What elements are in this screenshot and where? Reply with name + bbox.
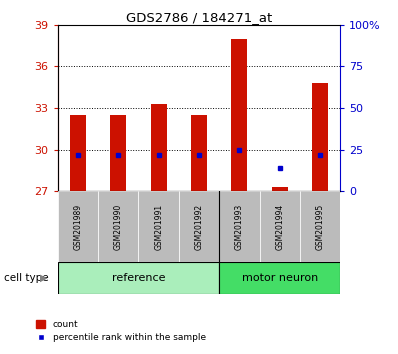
Text: GSM201990: GSM201990 [114,204,123,250]
Legend: count, percentile rank within the sample: count, percentile rank within the sample [36,320,206,342]
Text: GDS2786 / 184271_at: GDS2786 / 184271_at [126,11,272,24]
Bar [191,115,207,191]
Text: GSM201994: GSM201994 [275,204,284,250]
Text: cell type: cell type [4,273,49,283]
Bar [312,83,328,191]
Bar [150,104,167,191]
Bar [231,39,248,191]
Bar [259,191,300,262]
Text: GSM201992: GSM201992 [195,204,203,250]
Text: ▶: ▶ [40,273,47,283]
Bar [110,115,126,191]
Bar [58,262,219,294]
Bar [98,191,139,262]
Text: GSM201989: GSM201989 [73,204,82,250]
Text: GSM201993: GSM201993 [235,204,244,250]
Text: motor neuron: motor neuron [242,273,318,283]
Bar [70,115,86,191]
Bar [179,191,219,262]
Text: GSM201995: GSM201995 [316,204,325,250]
Bar [219,262,340,294]
Bar [58,191,98,262]
Bar [272,187,288,191]
Bar [139,191,179,262]
Bar [219,191,259,262]
Text: GSM201991: GSM201991 [154,204,163,250]
Bar [300,191,340,262]
Text: reference: reference [112,273,165,283]
